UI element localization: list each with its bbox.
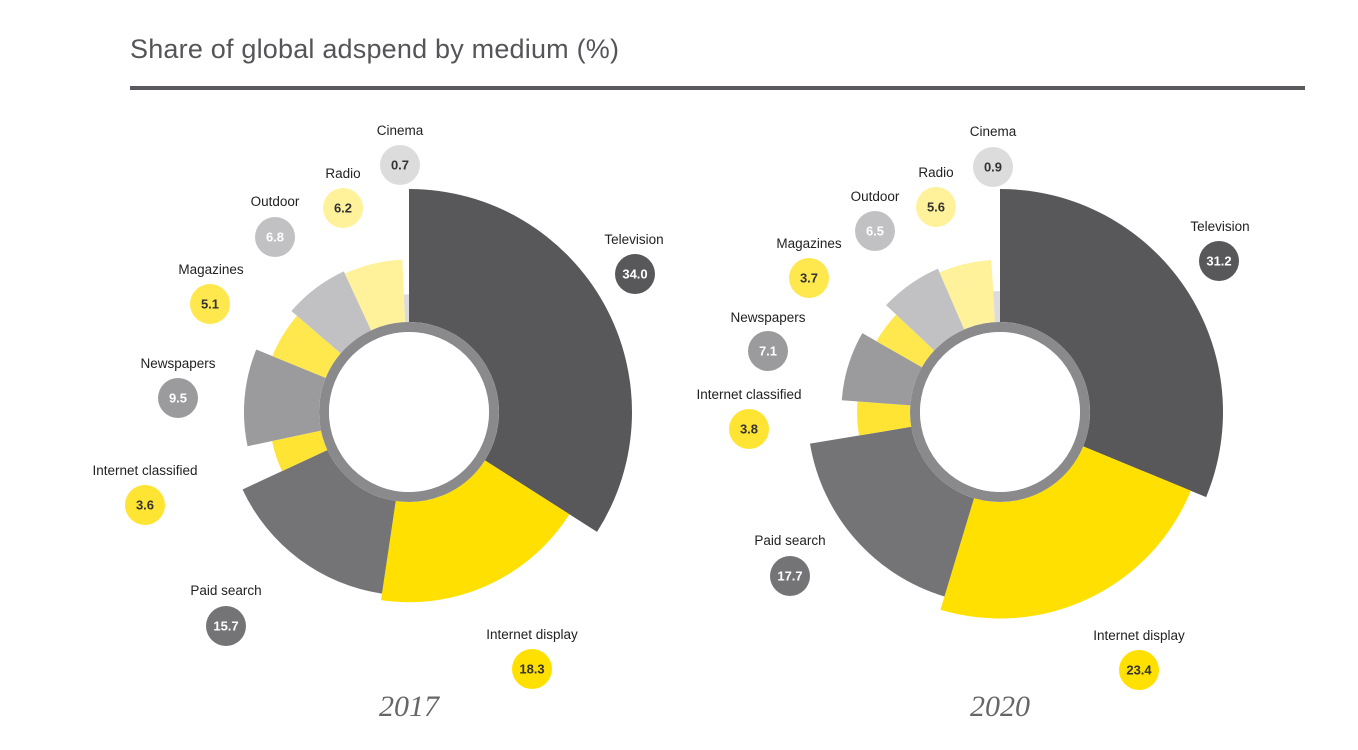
value-label-outdoor-2017: 6.8 — [266, 230, 284, 245]
label-internet-classified-2017: Internet classified — [92, 463, 197, 478]
value-bubble-radio-2020 — [916, 187, 956, 227]
label-radio-2017: Radio — [325, 166, 360, 181]
value-label-newspapers-2020: 7.1 — [759, 344, 777, 359]
slice-internet-classified-2020 — [857, 401, 912, 436]
label-newspapers-2020: Newspapers — [730, 310, 805, 325]
label-television-2020: Television — [1190, 219, 1249, 234]
label-internet-display-2020: Internet display — [1093, 628, 1185, 643]
slice-paid-search-2020 — [809, 426, 975, 597]
label-internet-display-2017: Internet display — [486, 627, 578, 642]
value-label-outdoor-2020: 6.5 — [866, 224, 884, 239]
label-internet-classified-2020: Internet classified — [696, 387, 801, 402]
value-bubble-newspapers-2017 — [158, 378, 198, 418]
value-label-internet-display-2020: 23.4 — [1126, 663, 1152, 678]
value-label-cinema-2017: 0.7 — [391, 158, 409, 173]
value-bubble-television-2020 — [1199, 241, 1239, 281]
year-label-2020: 2020 — [970, 690, 1030, 723]
value-bubble-internet-classified-2020 — [729, 409, 769, 449]
value-bubble-cinema-2017 — [380, 145, 420, 185]
slice-newspapers-2020 — [841, 333, 922, 406]
slice-newspapers-2017 — [243, 349, 326, 447]
slice-radio-2020 — [939, 260, 995, 330]
donut-2017: Television 34.0 Internet display 18.3 Paid s… — [92, 123, 663, 723]
value-label-television-2017: 34.0 — [622, 267, 647, 282]
label-outdoor-2017: Outdoor — [251, 194, 300, 209]
slice-internet-classified-2017 — [272, 430, 328, 472]
label-magazines-2017: Magazines — [178, 262, 244, 277]
inner-ring-2017 — [319, 322, 499, 502]
value-label-internet-classified-2017: 3.6 — [136, 498, 154, 513]
label-television-2017: Television — [604, 232, 663, 247]
slice-outdoor-2020 — [886, 268, 965, 351]
value-label-television-2020: 31.2 — [1206, 254, 1231, 269]
title-rule — [130, 86, 1305, 90]
value-label-internet-classified-2020: 3.8 — [740, 422, 758, 437]
label-outdoor-2020: Outdoor — [851, 189, 900, 204]
value-bubble-internet-classified-2017 — [125, 485, 165, 525]
value-label-cinema-2020: 0.9 — [984, 160, 1002, 175]
label-magazines-2020: Magazines — [776, 236, 842, 251]
value-label-paid-search-2017: 15.7 — [213, 619, 238, 634]
label-cinema-2020: Cinema — [970, 124, 1017, 139]
value-bubble-cinema-2020 — [973, 147, 1013, 187]
slice-cinema-2020 — [993, 291, 1000, 323]
value-bubble-outdoor-2020 — [855, 211, 895, 251]
value-bubble-newspapers-2020 — [748, 331, 788, 371]
slice-television-2017 — [409, 189, 632, 532]
value-label-newspapers-2017: 9.5 — [169, 391, 187, 406]
value-bubble-magazines-2020 — [789, 258, 829, 298]
slice-magazines-2017 — [272, 315, 341, 378]
label-paid-search-2017: Paid search — [190, 583, 261, 598]
slice-internet-display-2020 — [940, 446, 1191, 619]
slice-television-2020 — [1000, 189, 1223, 498]
value-bubble-internet-display-2017 — [512, 649, 552, 689]
label-newspapers-2017: Newspapers — [140, 356, 215, 371]
slice-cinema-2017 — [403, 294, 409, 323]
value-label-magazines-2020: 3.7 — [800, 271, 818, 286]
value-label-magazines-2017: 5.1 — [201, 297, 219, 312]
value-bubble-paid-search-2020 — [770, 556, 810, 596]
value-bubble-television-2017 — [615, 254, 655, 294]
value-bubble-outdoor-2017 — [255, 217, 295, 257]
donut-hole-2017 — [329, 332, 489, 492]
value-label-radio-2017: 6.2 — [334, 201, 352, 216]
donut-hole-2020 — [920, 332, 1080, 492]
slice-outdoor-2017 — [291, 271, 372, 354]
inner-ring-2020 — [910, 322, 1090, 502]
donut-2020: Television 31.2 Internet display 23.4 Paid s… — [696, 124, 1249, 723]
value-bubble-internet-display-2020 — [1119, 650, 1159, 690]
slice-paid-search-2017 — [242, 449, 396, 594]
label-paid-search-2020: Paid search — [754, 533, 825, 548]
value-label-radio-2020: 5.6 — [927, 200, 945, 215]
slice-magazines-2020 — [876, 314, 935, 368]
chart-title: Share of global adspend by medium (%) — [130, 34, 620, 64]
value-bubble-magazines-2017 — [190, 284, 230, 324]
value-label-internet-display-2017: 18.3 — [519, 662, 544, 677]
value-bubble-paid-search-2017 — [206, 606, 246, 646]
label-cinema-2017: Cinema — [377, 123, 424, 138]
value-label-paid-search-2020: 17.7 — [777, 569, 802, 584]
label-radio-2020: Radio — [918, 165, 953, 180]
year-label-2017: 2017 — [379, 690, 441, 723]
slice-radio-2017 — [344, 259, 406, 331]
slice-internet-display-2017 — [380, 460, 570, 603]
value-bubble-radio-2017 — [323, 188, 363, 228]
